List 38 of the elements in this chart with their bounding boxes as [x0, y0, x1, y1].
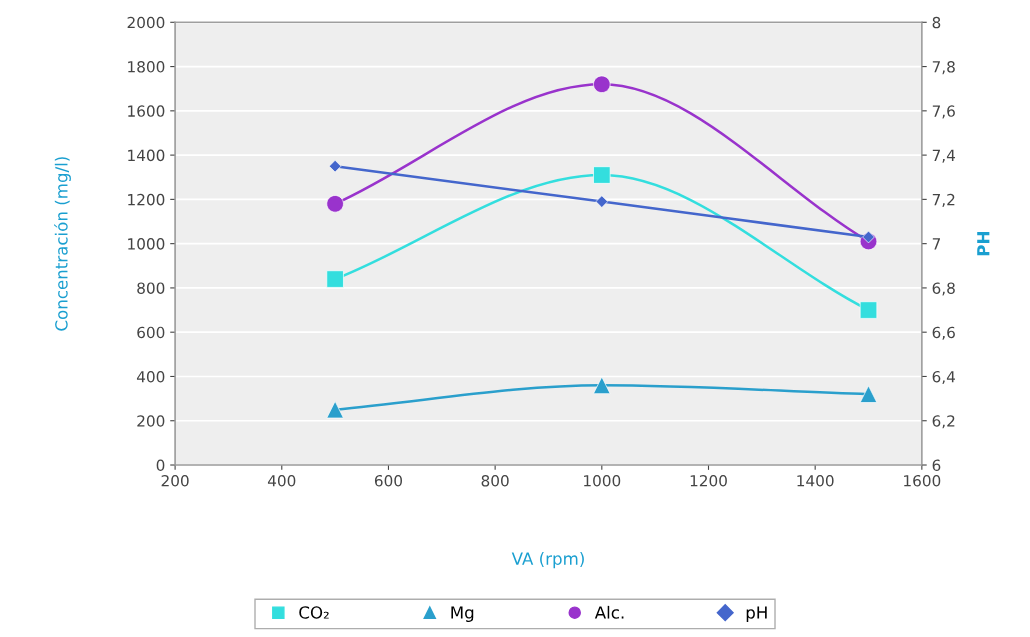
- y2-tick-label: 6,4: [932, 370, 956, 385]
- y-tick-label: 1400: [128, 149, 165, 162]
- y-tick-label: 0: [156, 459, 165, 472]
- y-tick-label: 1800: [128, 61, 165, 73]
- y2-tick-label: 6: [932, 459, 941, 472]
- legend-label: pH: [746, 606, 767, 622]
- y2-axis-title: PH: [977, 232, 990, 256]
- y2-tick-label: 6,8: [932, 282, 955, 296]
- x-tick-label: 200: [161, 475, 189, 487]
- y-tick-label: 600: [137, 326, 165, 339]
- x-tick-label: 1600: [904, 475, 941, 487]
- point: [859, 385, 878, 403]
- legend-label: CO₂: [299, 606, 329, 619]
- y2-tick-label: 7: [932, 238, 940, 250]
- y2-tick-label: 6,2: [932, 415, 955, 429]
- y2-tick-label: 7,6: [932, 105, 955, 119]
- y-tick-label: 200: [137, 415, 165, 427]
- x-tick-label: 1000: [584, 475, 621, 487]
- legend-label: Mg: [451, 606, 474, 622]
- y-tick-label: 400: [136, 370, 165, 383]
- x-tick-label: 1200: [690, 475, 727, 487]
- y-tick-label: 800: [137, 282, 165, 294]
- x-tick-label: 600: [374, 475, 403, 487]
- x-tick-label: 800: [481, 475, 509, 487]
- y2-tick-label: 8: [932, 16, 941, 29]
- x-tick-label: 1400: [797, 475, 834, 487]
- y2-tick-label: 7,4: [932, 149, 956, 163]
- y-axis-title: Concentración (mg/l): [54, 157, 71, 331]
- y2-tick-label: 6,6: [932, 326, 955, 340]
- y-tick-label: 2000: [127, 16, 165, 29]
- y-tick-label: 1000: [128, 238, 165, 250]
- y-tick-label: 1200: [128, 193, 165, 206]
- y2-tick-label: 7,8: [932, 61, 955, 75]
- x-tick-label: 400: [267, 475, 296, 487]
- x-axis-title: VA (rpm): [511, 552, 584, 569]
- y-tick-label: 1600: [128, 105, 165, 117]
- y2-tick-label: 7,2: [932, 193, 955, 207]
- legend-label: Alc.: [594, 605, 624, 619]
